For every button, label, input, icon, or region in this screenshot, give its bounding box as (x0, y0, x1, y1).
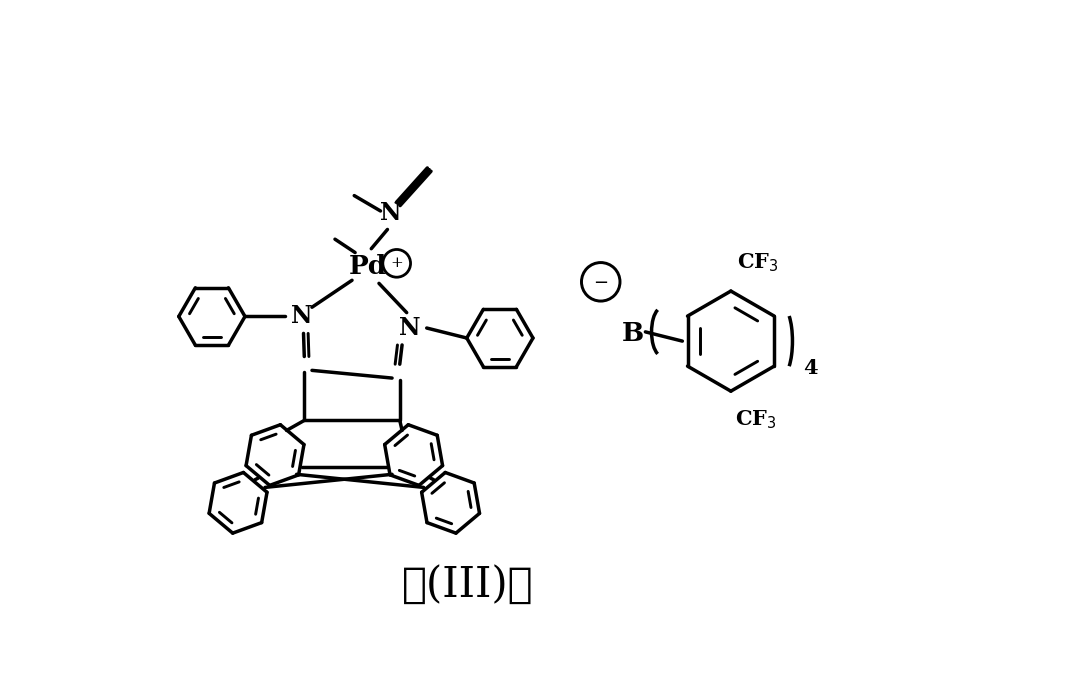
Text: Pd: Pd (349, 254, 386, 279)
Text: CF$_3$: CF$_3$ (735, 408, 777, 431)
Text: $-$: $-$ (593, 272, 609, 290)
Text: CF$_3$: CF$_3$ (737, 252, 779, 274)
Text: 4: 4 (802, 358, 817, 378)
Text: N: N (291, 304, 312, 328)
Text: +: + (391, 256, 403, 270)
Text: B: B (622, 321, 644, 346)
Text: N: N (380, 200, 401, 225)
Text: 式(III)。: 式(III)。 (401, 563, 533, 606)
Text: N: N (399, 316, 421, 340)
